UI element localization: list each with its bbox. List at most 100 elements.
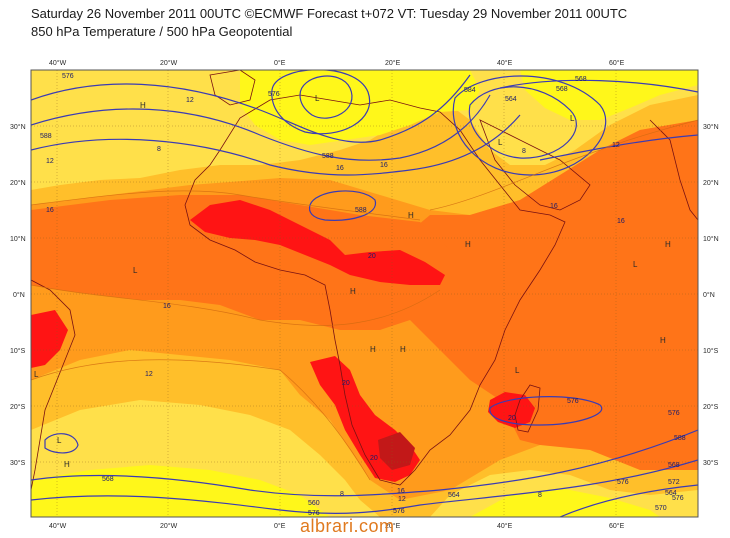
- low-mark: L: [57, 436, 62, 445]
- lat-label-right: 20°S: [703, 403, 719, 411]
- lat-label-left: 10°S: [10, 347, 26, 355]
- contour-label: 12: [46, 158, 54, 165]
- contour-label: 576: [567, 398, 579, 405]
- contour-label: 576: [268, 91, 280, 98]
- contour-label: 576: [668, 410, 680, 417]
- graticule: [31, 70, 698, 517]
- isotherm-line: [31, 359, 371, 481]
- low-mark: L: [498, 138, 503, 147]
- low-mark: L: [315, 94, 320, 103]
- contour-label: 12: [145, 371, 153, 378]
- contour-line: [31, 429, 698, 497]
- contour-line: [539, 134, 698, 161]
- contour-line: [308, 190, 377, 221]
- lon-label-bottom: 40°W: [49, 522, 67, 530]
- contour-label: 588: [355, 207, 367, 214]
- high-mark: H: [660, 336, 666, 345]
- contour-line: [489, 396, 603, 426]
- lat-label-left: 20°S: [10, 403, 26, 411]
- lon-label-bottom: 40°E: [497, 522, 513, 530]
- coastlines: [31, 70, 698, 491]
- temp-field-dark-orange-east: [380, 120, 698, 517]
- high-mark: H: [64, 460, 70, 469]
- contour-label: 564: [665, 490, 677, 497]
- coast-south-america: [31, 279, 76, 491]
- contour-label: 576: [617, 479, 629, 486]
- lat-label-right: 10°S: [703, 347, 719, 355]
- contour-label: 16: [46, 207, 54, 214]
- contour-label: 8: [157, 146, 161, 153]
- contour-line: [44, 433, 79, 454]
- lon-label-bottom: 60°E: [609, 522, 625, 530]
- coast-iberia: [209, 70, 256, 106]
- contour-label: 568: [102, 476, 114, 483]
- contour-label: 16: [163, 303, 171, 310]
- high-mark: H: [370, 345, 376, 354]
- map-title-line-2: 850 hPa Temperature / 500 hPa Geopotenti…: [31, 24, 293, 39]
- coast-india: [649, 119, 698, 221]
- temp-field-red-sahara: [190, 200, 445, 285]
- lon-label-top: 20°E: [385, 59, 401, 67]
- contour-label: 576: [393, 508, 405, 515]
- contour-label: 568: [556, 86, 568, 93]
- contour-line: [31, 74, 471, 143]
- contour-line: [499, 79, 698, 93]
- lat-label-right: 0°N: [703, 291, 715, 299]
- temp-field-red-brazil: [31, 310, 68, 368]
- contour-label: 16: [550, 203, 558, 210]
- high-mark: L: [133, 266, 138, 275]
- coast-arabia: [479, 119, 591, 211]
- lon-label-top: 40°E: [497, 59, 513, 67]
- temp-field-bright-yellow-south: [31, 465, 330, 517]
- high-mark: L: [633, 260, 638, 269]
- contour-label: 20: [368, 253, 376, 260]
- lat-label-left: 30°S: [10, 459, 26, 467]
- contour-line: [31, 114, 521, 176]
- contour-label: 564: [505, 96, 517, 103]
- contour-label: 8: [340, 491, 344, 498]
- high-mark: H: [665, 240, 671, 249]
- isotherm-line: [429, 119, 698, 211]
- lon-label-top: 20°W: [160, 59, 178, 67]
- high-mark: H: [400, 345, 406, 354]
- site-watermark: albrari.com: [300, 516, 395, 536]
- contour-label: 16: [397, 488, 405, 495]
- lat-label-left: 20°N: [10, 179, 26, 187]
- contour-line: [452, 75, 607, 176]
- low-mark: L: [570, 114, 575, 123]
- lat-label-right: 30°N: [703, 123, 719, 131]
- contour-label: 20: [508, 415, 516, 422]
- contour-label: 16: [336, 165, 344, 172]
- contour-label: 564: [448, 492, 460, 499]
- contour-label: 572: [668, 479, 680, 486]
- temperature-isotherms: [31, 119, 698, 481]
- lat-label-right: 20°N: [703, 179, 719, 187]
- pressure-marks: L L L H H H H L H H H L H L H L L: [34, 94, 671, 469]
- temp-field-red-madagascar: [488, 392, 535, 428]
- contour-label: 16: [380, 162, 388, 169]
- contour-line: [468, 86, 577, 159]
- temp-field-bright-yellow-ne: [520, 70, 698, 120]
- contour-label: 8: [538, 492, 542, 499]
- map-title-line-1: Saturday 26 November 2011 00UTC ©ECMWF F…: [31, 6, 628, 21]
- contour-label: 8: [522, 148, 526, 155]
- high-mark: H: [408, 211, 414, 220]
- lon-label-top: 0°E: [274, 59, 286, 67]
- lat-label-right: 30°S: [703, 459, 719, 467]
- contour-label: 20: [370, 455, 378, 462]
- high-mark: H: [465, 240, 471, 249]
- contour-label: 576: [62, 73, 74, 80]
- contour-label: 570: [655, 505, 667, 512]
- contour-label: 16: [617, 218, 625, 225]
- temp-field-dark-red-southern-africa: [378, 432, 415, 470]
- lat-label-left: 0°N: [13, 291, 25, 299]
- temp-field-bright-yellow-se: [470, 488, 660, 517]
- contour-label: 12: [398, 496, 406, 503]
- map-frame: [30, 69, 699, 518]
- lon-label-bottom: 0°E: [274, 522, 286, 530]
- coast-madagascar: [514, 384, 541, 433]
- contour-line: [559, 484, 698, 517]
- contour-line: [31, 94, 491, 161]
- temp-field-dark-orange-central: [31, 195, 450, 330]
